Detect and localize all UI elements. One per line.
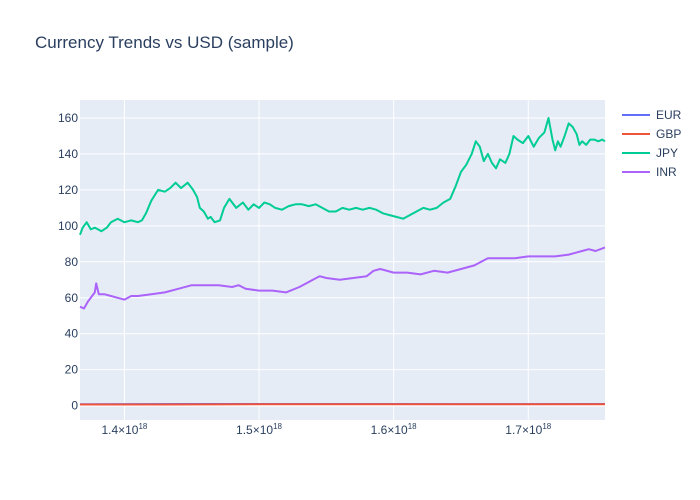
y-tick-label: 0 <box>71 399 78 413</box>
y-tick-label: 160 <box>58 111 78 125</box>
legend-label: INR <box>656 165 677 179</box>
y-tick-label: 20 <box>65 363 79 377</box>
x-tick-label: 1.6×1018 <box>371 422 417 437</box>
y-tick-label: 40 <box>65 327 79 341</box>
x-axis-ticks: 1.4×1018 1.5×1018 1.6×1018 1.7×1018 <box>101 422 551 437</box>
y-axis-ticks: 0 20 40 60 80 100 120 140 160 <box>58 111 78 413</box>
series-line-jpy <box>79 117 606 236</box>
y-tick-label: 80 <box>65 255 79 269</box>
series-line-inr <box>79 246 606 310</box>
y-tick-label: 120 <box>58 183 78 197</box>
legend-label: EUR <box>656 108 682 122</box>
legend-label: GBP <box>656 127 681 141</box>
plot-area <box>80 100 605 420</box>
legend-item-gbp[interactable]: GBP <box>622 127 681 141</box>
legend-item-jpy[interactable]: JPY <box>622 146 678 160</box>
legend-item-eur[interactable]: EUR <box>622 108 682 122</box>
grid-lines <box>80 100 605 420</box>
legend[interactable]: EUR GBP JPY INR <box>622 108 682 179</box>
legend-label: JPY <box>656 146 678 160</box>
legend-item-inr[interactable]: INR <box>622 165 677 179</box>
y-tick-label: 60 <box>65 291 79 305</box>
y-tick-label: 100 <box>58 219 78 233</box>
x-tick-label: 1.5×1018 <box>236 422 282 437</box>
x-tick-label: 1.4×1018 <box>101 422 147 437</box>
y-tick-label: 140 <box>58 147 78 161</box>
x-tick-label: 1.7×1018 <box>505 422 551 437</box>
series-lines <box>79 117 606 406</box>
chart-title: Currency Trends vs USD (sample) <box>35 33 294 52</box>
